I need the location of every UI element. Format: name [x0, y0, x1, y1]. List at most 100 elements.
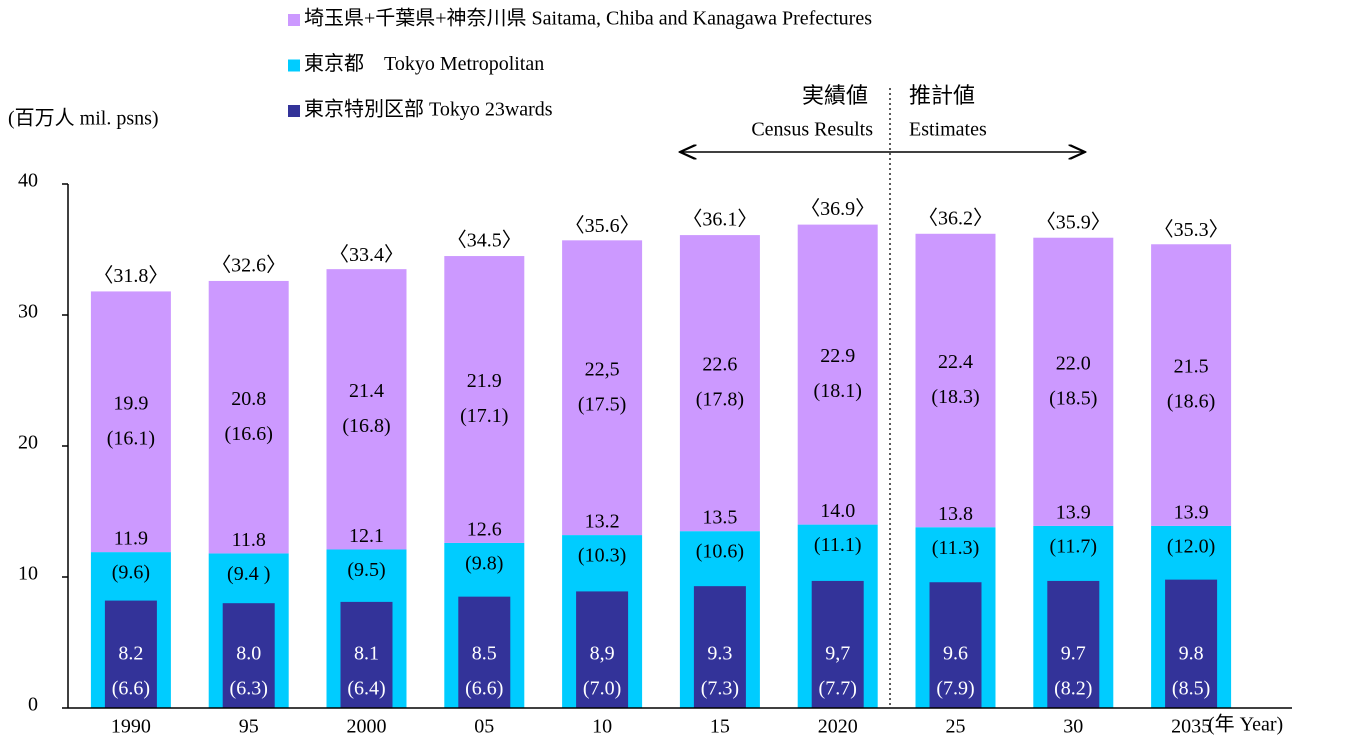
total-label: 〈35.6〉: [565, 215, 640, 237]
y-tick-label: 20: [18, 432, 38, 454]
sub-value-label: (6.6): [112, 678, 150, 700]
sub-value-label: (10.3): [578, 545, 626, 567]
legend-label: 埼玉県+千葉県+神奈川県 Saitama, Chiba and Kanagawa…: [304, 7, 872, 30]
sub-value-label: (11.3): [932, 537, 980, 559]
bar: [1165, 579, 1218, 708]
sub-value-label: (17.5): [578, 393, 626, 415]
sub-value-label: (6.6): [465, 678, 503, 700]
bar: [104, 600, 157, 708]
total-label: 〈34.5〉: [447, 230, 522, 252]
legend-swatch: [288, 105, 300, 117]
y-axis-label: (百万人 mil. psns): [8, 107, 159, 130]
sub-value-label: (8.2): [1054, 678, 1092, 700]
bar: [208, 280, 289, 554]
y-tick-label: 30: [18, 301, 38, 323]
sub-value-label: (7.0): [583, 678, 621, 700]
bar: [326, 269, 407, 550]
value-label: 9,7: [825, 643, 850, 665]
total-label: 〈33.4〉: [329, 244, 404, 266]
x-tick-label: 15: [710, 716, 730, 738]
value-label: 8.2: [118, 643, 143, 665]
value-label: 21.4: [349, 380, 384, 402]
x-tick-label: 2000: [347, 716, 387, 738]
total-label: 〈36.2〉: [918, 207, 993, 229]
total-label: 〈32.6〉: [211, 255, 286, 277]
value-label: 19.9: [113, 392, 148, 414]
bar: [797, 224, 878, 525]
bar: [222, 603, 275, 708]
total-label: 〈36.1〉: [682, 209, 757, 231]
value-label: 13.5: [702, 507, 737, 529]
plot: [90, 224, 1232, 708]
legend-label: 東京特別区部 Tokyo 23wards: [304, 98, 553, 121]
value-label: 12.1: [349, 525, 384, 547]
bar: [562, 240, 643, 536]
x-tick-label: 2035: [1171, 716, 1211, 738]
y-tick-label: 0: [28, 694, 38, 716]
bar: [1151, 244, 1232, 526]
bar: [90, 291, 171, 553]
sub-value-label: (18.1): [814, 380, 862, 402]
legend-swatch: [288, 14, 300, 26]
total-label: 〈35.9〉: [1036, 211, 1111, 233]
annotation: Estimates: [909, 119, 987, 141]
x-tick-label: 10: [592, 716, 612, 738]
value-label: 13.9: [1056, 502, 1091, 524]
sub-value-label: (16.6): [225, 423, 273, 445]
sub-value-label: (7.7): [819, 678, 857, 700]
total-label: 〈35.3〉: [1154, 219, 1229, 241]
total-label: 〈31.8〉: [93, 265, 168, 287]
sub-value-label: (16.8): [342, 415, 390, 437]
bar: [1033, 237, 1114, 526]
x-tick-label: 2020: [818, 716, 858, 738]
sub-value-label: (17.1): [460, 405, 508, 427]
value-label: 9.6: [943, 643, 968, 665]
sub-value-label: (18.6): [1167, 391, 1215, 413]
value-label: 21.5: [1174, 356, 1209, 378]
bar: [693, 586, 746, 708]
legend-swatch: [288, 59, 300, 72]
sub-value-label: (8.5): [1172, 678, 1210, 700]
sub-value-label: (12.0): [1167, 536, 1215, 558]
annotation: 実績値: [802, 83, 868, 108]
value-label: 8.0: [236, 643, 261, 665]
x-tick-label: 95: [239, 716, 259, 738]
value-label: 14.0: [820, 500, 855, 522]
value-label: 13.2: [585, 511, 620, 533]
value-label: 9.3: [707, 643, 732, 665]
y-tick-label: 10: [18, 563, 38, 585]
value-label: 11.9: [114, 528, 148, 550]
value-label: 20.8: [231, 388, 266, 410]
sub-value-label: (7.9): [936, 678, 974, 700]
sub-value-label: (17.8): [696, 389, 744, 411]
bar: [576, 591, 629, 708]
bar: [458, 596, 511, 708]
value-label: 22,5: [585, 358, 620, 380]
sub-value-label: (11.1): [814, 534, 862, 556]
bar: [1047, 580, 1100, 708]
sub-value-label: (6.3): [230, 678, 268, 700]
total-label: 〈36.9〉: [800, 198, 875, 220]
value-label: 13.9: [1174, 502, 1209, 524]
value-label: 8.1: [354, 643, 379, 665]
bar: [811, 580, 864, 708]
annotation: Census Results: [751, 119, 873, 141]
value-label: 9.8: [1179, 643, 1204, 665]
value-label: 12.6: [467, 519, 502, 541]
sub-value-label: (6.4): [347, 678, 385, 700]
sub-value-label: (18.3): [931, 386, 979, 408]
value-label: 8,9: [590, 643, 615, 665]
sub-value-label: (7.3): [701, 678, 739, 700]
x-tick-label: 30: [1063, 716, 1083, 738]
bar: [340, 601, 393, 708]
sub-value-label: (9.8): [465, 553, 503, 575]
bar: [915, 233, 996, 528]
value-label: 11.8: [232, 529, 266, 551]
legend-label: 東京都 Tokyo Metropolitan: [304, 52, 544, 75]
value-label: 21.9: [467, 370, 502, 392]
sub-value-label: (9.6): [112, 562, 150, 584]
sub-value-label: (18.5): [1049, 387, 1097, 409]
sub-value-label: (10.6): [696, 541, 744, 563]
value-label: 22.6: [702, 354, 737, 376]
